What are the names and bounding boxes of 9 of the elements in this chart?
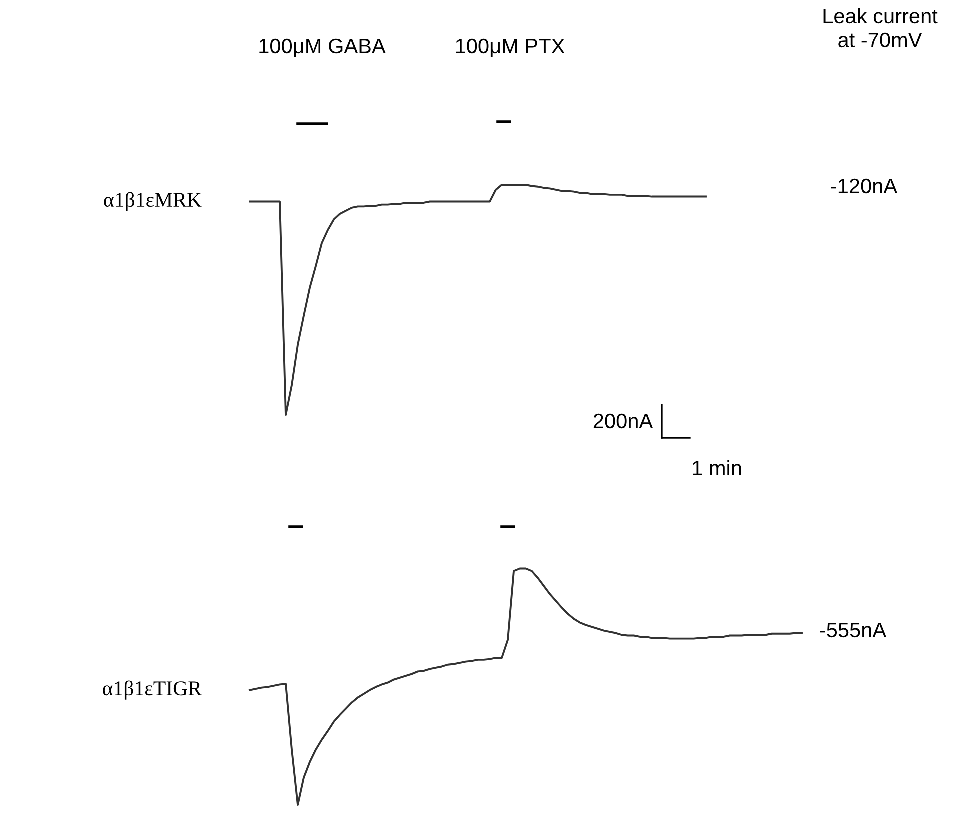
- text: 100μM PTX: [456, 38, 565, 58]
- text: -120nA: [831, 178, 898, 194]
- text: -555nA: [820, 623, 887, 638]
- text: α1β1εTIGR: [103, 680, 202, 700]
- text: 100μM GABA: [260, 38, 386, 58]
- annotation: 200nA: [594, 414, 654, 429]
- text: α1β1εMRK: [104, 192, 202, 212]
- annotation: 1 min: [693, 460, 742, 476]
- text: Leak current at -70mV: [824, 8, 938, 48]
